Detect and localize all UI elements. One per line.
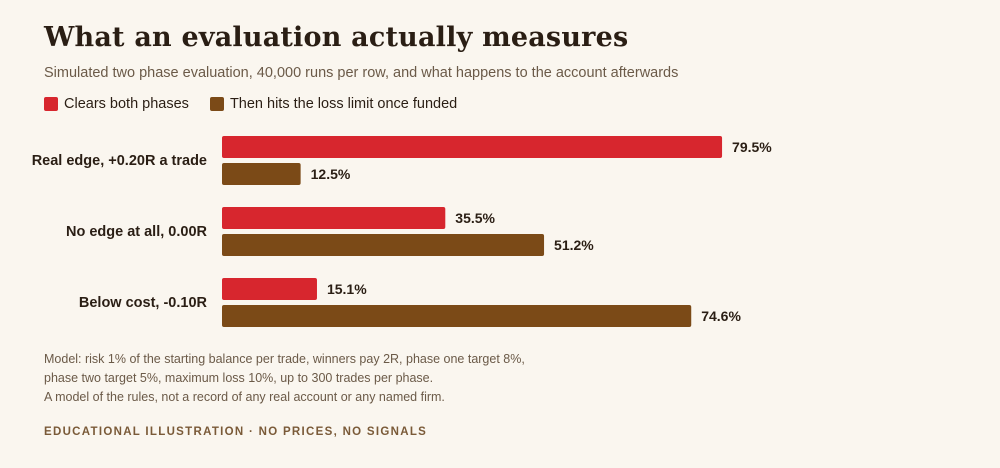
data-label: 51.2%: [554, 237, 594, 253]
note-line-2: phase two target 5%, maximum loss 10%, u…: [44, 371, 434, 385]
category-label: No edge at all, 0.00R: [66, 224, 208, 240]
legend-label-loss-limit: Then hits the loss limit once funded: [229, 96, 458, 112]
data-label: 12.5%: [311, 166, 351, 182]
category-label: Below cost, -0.10R: [79, 295, 208, 311]
data-label: 15.1%: [327, 281, 367, 297]
legend-item-clears: Clears both phases: [44, 96, 189, 112]
legend-swatch-loss-limit: [209, 97, 224, 111]
bar-loss-limit: [222, 305, 692, 327]
bar-loss-limit: [222, 234, 545, 256]
bar-clears-both-phases: [222, 207, 446, 229]
legend-label-clears: Clears both phases: [64, 96, 189, 112]
chart-title: What an evaluation actually measures: [44, 22, 629, 53]
note-line-1: Model: risk 1% of the starting balance p…: [44, 352, 525, 366]
legend-item-loss-limit: Then hits the loss limit once funded: [209, 96, 458, 112]
chart-subtitle: Simulated two phase evaluation, 40,000 r…: [44, 65, 679, 81]
bar-loss-limit: [222, 163, 301, 185]
legend: Clears both phases Then hits the loss li…: [44, 96, 478, 112]
model-notes: Model: risk 1% of the starting balance p…: [44, 350, 525, 407]
bar-clears-both-phases: [222, 278, 317, 300]
bar-chart: Real edge, +0.20R a trade 79.5% 12.5% No ed…: [32, 136, 772, 327]
legend-swatch-clears: [44, 97, 58, 111]
footer-disclaimer: EDUCATIONAL ILLUSTRATION · NO PRICES, NO…: [44, 426, 428, 438]
data-label: 35.5%: [455, 210, 495, 226]
data-label: 79.5%: [732, 139, 772, 155]
bar-clears-both-phases: [222, 136, 723, 158]
note-line-3: A model of the rules, not a record of an…: [44, 390, 445, 404]
data-label: 74.6%: [701, 308, 741, 324]
category-label: Real edge, +0.20R a trade: [32, 153, 207, 169]
